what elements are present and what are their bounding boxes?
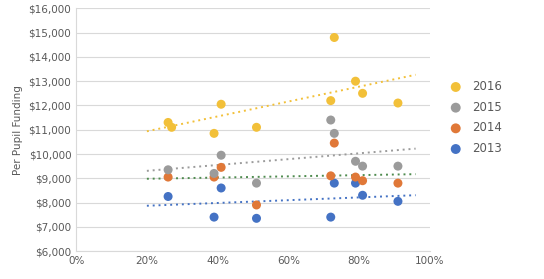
2016 — [358, 91, 367, 96]
2016 — [330, 35, 338, 40]
2014 — [210, 175, 219, 179]
2014 — [351, 175, 360, 179]
2016 — [326, 98, 335, 103]
2013 — [217, 186, 225, 190]
2013 — [330, 181, 338, 185]
2014 — [330, 141, 338, 145]
2013 — [326, 215, 335, 219]
2015 — [393, 164, 402, 168]
2016 — [168, 125, 176, 129]
2015 — [351, 159, 360, 163]
2015 — [326, 118, 335, 122]
Legend: 2016, 2015, 2014, 2013: 2016, 2015, 2014, 2013 — [439, 75, 507, 160]
2013 — [210, 215, 219, 219]
2014 — [217, 165, 225, 170]
2013 — [351, 181, 360, 185]
2015 — [164, 168, 172, 172]
2016 — [164, 120, 172, 125]
2015 — [330, 131, 338, 136]
2013 — [252, 216, 261, 221]
2014 — [252, 203, 261, 207]
2013 — [393, 199, 402, 204]
2016 — [217, 102, 225, 107]
2013 — [358, 193, 367, 198]
2016 — [351, 79, 360, 83]
2013 — [164, 194, 172, 199]
2015 — [217, 153, 225, 157]
2015 — [210, 171, 219, 176]
2015 — [358, 164, 367, 168]
2014 — [393, 181, 402, 185]
2014 — [164, 175, 172, 179]
2014 — [358, 179, 367, 183]
2016 — [393, 101, 402, 105]
Y-axis label: Per Pupil Funding: Per Pupil Funding — [13, 85, 23, 175]
2016 — [210, 131, 219, 136]
2015 — [252, 181, 261, 185]
2014 — [326, 174, 335, 178]
2016 — [252, 125, 261, 129]
